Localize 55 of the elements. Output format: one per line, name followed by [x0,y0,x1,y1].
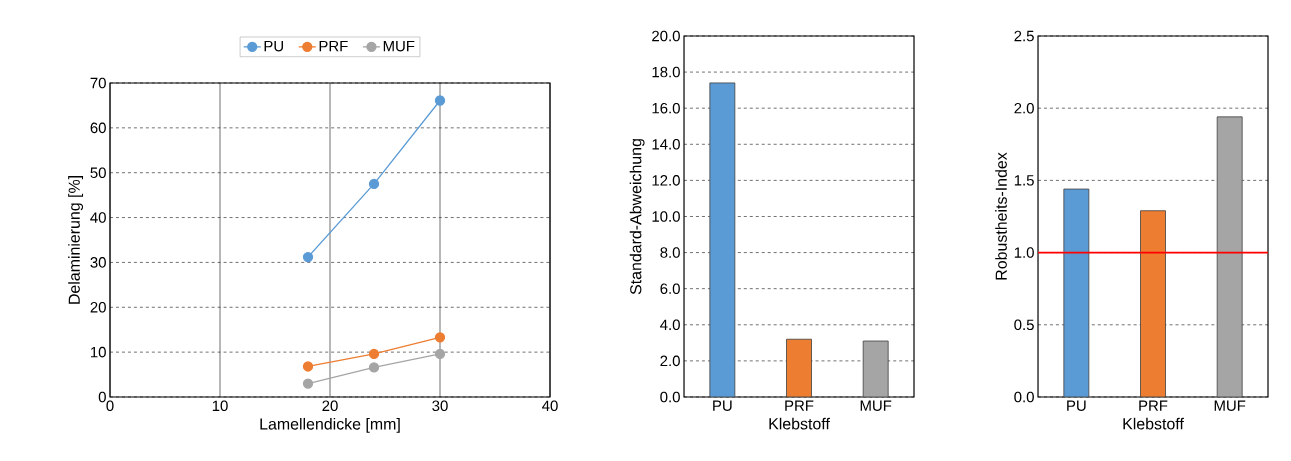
y-tick-label: 18.0 [652,66,680,78]
x-tick-label: PRF [785,400,814,411]
point [368,362,380,373]
y-tick-label: 8.0 [660,247,680,258]
x-tick-label: 30 [432,400,448,412]
y-tick-label: 12.0 [652,175,680,186]
y-axis-title: Standard-Abweichung [629,139,645,295]
x-tick-label: PU [713,400,732,411]
x-tick-label: 0 [106,400,114,412]
y-tick-label: 0.0 [1014,391,1034,403]
y-tick-label: 4.0 [660,319,680,331]
y-tick-label: 6.0 [660,283,680,294]
y-tick-label: 60 [90,122,106,134]
y-tick-label: 0.0 [660,391,680,403]
x-tick-label: 40 [542,400,558,412]
point [434,348,446,360]
y-tick-label: 0.5 [1014,319,1034,331]
y-axis-title: Delaminierung [%] [68,176,84,304]
y-tick-label: 16.0 [652,102,680,114]
y-tick-label: 14.0 [652,138,680,150]
point [368,178,380,190]
x-axis-title: Klebstoff [1123,417,1184,430]
y-axis-title: Robustheits-Index [995,152,1007,280]
y-tick-label: 70 [90,77,106,89]
legend-label: PU [264,40,283,52]
point [434,95,446,106]
x-axis-title: Klebstoff [769,417,830,430]
point [302,251,314,263]
y-tick-label: 0 [98,391,106,403]
point [302,378,314,389]
y-tick-label: 20.0 [652,30,680,42]
bar [1140,210,1166,397]
x-tick-label: PRF [1139,400,1168,411]
y-tick-label: 2.0 [1014,102,1034,114]
y-tick-label: 2.5 [1014,30,1034,42]
y-tick-label: 20 [90,301,106,313]
y-tick-label: 1.5 [1014,175,1034,186]
y-tick-label: 1.0 [1014,247,1034,258]
point [368,348,380,360]
x-tick-label: MUF [860,400,892,411]
x-tick-label: PU [1067,400,1086,411]
legend-label: MUF [383,40,415,52]
y-tick-label: 10.0 [652,211,680,222]
y-tick-label: 2.0 [660,355,680,367]
x-tick-label: MUF [1214,400,1246,411]
y-tick-label: 30 [90,257,106,268]
y-tick-label: 10 [91,346,106,358]
y-tick-label: 50 [90,167,106,178]
x-axis-title: Lamellendicke [mm] [260,417,400,433]
legend-label: PRF [319,40,348,52]
x-tick-label: 10 [212,400,228,412]
point [434,332,446,343]
point [302,361,314,372]
y-tick-label: 40 [90,212,106,223]
x-tick-label: 20 [322,400,338,412]
